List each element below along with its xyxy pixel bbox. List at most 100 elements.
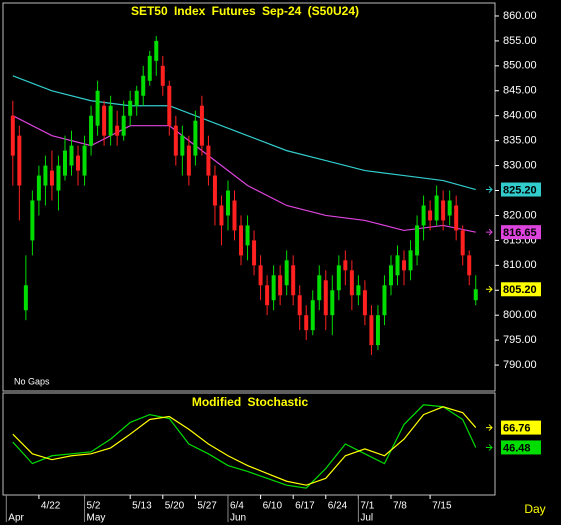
moving-average (12, 75, 476, 191)
candle-body (206, 145, 211, 176)
x-tick-label: 6/17 (295, 501, 315, 512)
note: No Gaps (14, 376, 50, 386)
candle-body (291, 265, 296, 296)
x-tick-label: 5/27 (197, 501, 217, 512)
candle-body (317, 275, 322, 301)
last-arrow (486, 186, 493, 193)
candle-body (454, 205, 459, 231)
candle-body (323, 280, 328, 316)
x-tick-label: 5/2 (87, 501, 101, 512)
candle-body (369, 315, 374, 346)
candle-body (180, 135, 185, 156)
candle-body (69, 145, 74, 166)
candle-body (121, 115, 126, 136)
candle-body (30, 200, 35, 241)
candle-body (336, 265, 341, 291)
last-value-label: 816.65 (503, 227, 537, 239)
x-tick-label: 7/15 (432, 501, 452, 512)
price-panel (2, 2, 496, 392)
last-value-label: 805.20 (503, 284, 537, 296)
candle-body (421, 205, 426, 226)
candle-body (17, 135, 22, 186)
candle-body (56, 165, 61, 191)
last-arrow (486, 285, 493, 293)
y-tick-label: 845.00 (503, 85, 537, 97)
candle-body (36, 175, 41, 201)
candle-body (415, 225, 420, 256)
month-label: Jul (360, 513, 373, 524)
candle-body (382, 285, 387, 316)
stochastic-line (12, 404, 477, 489)
y-tick-label: 810.00 (503, 259, 537, 271)
candle-body (10, 115, 15, 156)
candle-body (219, 205, 224, 226)
x-tick-label: 7/8 (393, 501, 407, 512)
x-tick-label: 6/24 (328, 501, 348, 512)
last-arrow (486, 444, 493, 451)
candle-body (460, 230, 465, 256)
candle-body (447, 200, 452, 216)
stochastic-title: Modified Stochastic (192, 395, 309, 409)
candle-body (23, 285, 28, 311)
candle-body (265, 285, 270, 306)
candle-body (402, 260, 407, 271)
candle-body (375, 315, 380, 346)
candle-body (349, 270, 354, 296)
candle-body (297, 295, 302, 316)
candle-body (258, 265, 263, 286)
candle-body (154, 40, 159, 61)
candle-body (473, 289, 478, 301)
y-tick-label: 835.00 (503, 135, 537, 147)
candle-body (239, 225, 244, 256)
candle-body (102, 105, 107, 136)
y-tick-label: 820.00 (503, 209, 537, 221)
chart-title: SET50 Index Futures Sep-24 (S50U24) (131, 4, 359, 18)
candle-body (193, 120, 198, 156)
month-label: May (87, 513, 106, 524)
candle-body (212, 175, 217, 206)
last-value-box (501, 225, 541, 240)
candle-body (343, 260, 348, 271)
candle-body (428, 210, 433, 221)
candle-body (43, 165, 48, 186)
candle-body (76, 155, 81, 171)
y-tick-label: 830.00 (503, 159, 537, 171)
x-axis-label: Day (524, 502, 545, 516)
last-value-label: 825.20 (503, 184, 537, 196)
last-value-box (501, 440, 541, 455)
candle-body (199, 105, 204, 146)
month-label: Apr (8, 513, 24, 524)
month-label: Jun (230, 513, 246, 524)
candle-body (330, 290, 335, 316)
candle-body (467, 255, 472, 276)
candle-body (95, 90, 100, 126)
candle-body (141, 75, 146, 96)
candle-body (82, 145, 87, 176)
x-tick-label: 5/13 (132, 501, 152, 512)
candle-body (356, 285, 361, 296)
candle-body (62, 150, 67, 176)
last-value-box (501, 282, 541, 297)
candle-body (395, 255, 400, 276)
candle-body (304, 315, 309, 331)
candle-body (278, 275, 283, 296)
candle-body (271, 275, 276, 301)
candle-body (252, 240, 257, 266)
y-tick-label: 860.00 (503, 10, 537, 22)
candle-body (232, 200, 237, 231)
x-tick-label: 6/4 (230, 501, 244, 512)
candle-body (173, 125, 178, 156)
candle-body (167, 85, 172, 126)
x-tick-label: 5/20 (165, 501, 185, 512)
candle-body (408, 250, 413, 271)
candle-body (89, 115, 94, 146)
candle-body (147, 55, 152, 81)
candle-body (49, 170, 54, 186)
last-arrow (486, 228, 493, 236)
candle-body (108, 105, 113, 136)
y-tick-label: 790.00 (503, 359, 537, 371)
candle-body (225, 190, 230, 216)
candle-body (186, 145, 191, 176)
candle-body (160, 65, 165, 86)
